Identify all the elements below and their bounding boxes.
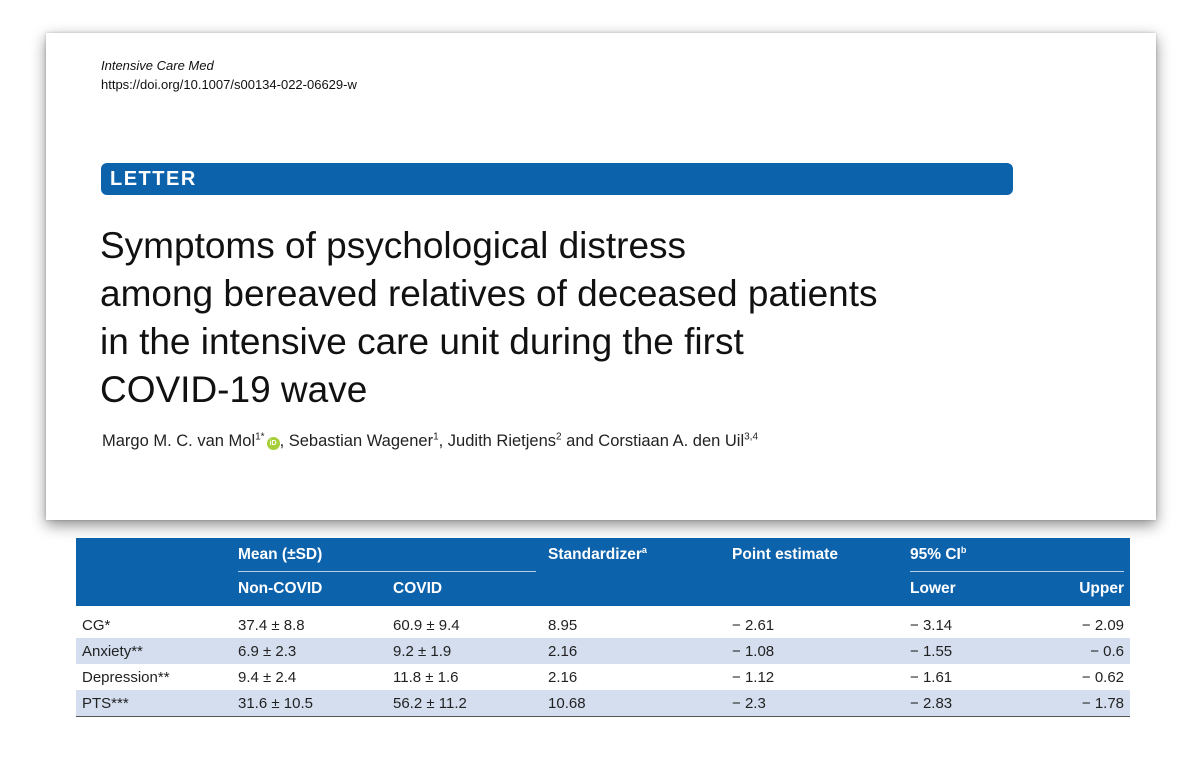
results-table: Mean (±SD) Standardizera Point estimate … [76, 538, 1131, 717]
journal-name: Intensive Care Med [101, 58, 214, 73]
cell-covid: 11.8 ± 1.6 [393, 668, 459, 686]
cell-lower: − 1.61 [910, 668, 953, 686]
author-affiliation: 3,4 [744, 431, 759, 443]
header-empty [76, 538, 232, 572]
cell-lower: − 1.55 [910, 642, 953, 660]
row-label: Anxiety** [82, 642, 143, 660]
cell-non-covid: 6.9 ± 2.3 [238, 642, 297, 660]
author-name[interactable]: Corstiaan A. den Uil [598, 432, 745, 450]
doi-link[interactable]: https://doi.org/10.1007/s00134-022-06629… [101, 77, 357, 92]
author-affiliation: 1 [433, 431, 439, 443]
article-type-banner: LETTER [101, 163, 1013, 195]
cell-covid: 60.9 ± 9.4 [393, 616, 460, 634]
cell-standardizer: 2.16 [548, 668, 578, 686]
row-label: Depression** [82, 668, 170, 686]
cell-upper: − 1.78 [1027, 690, 1131, 717]
author-separator: and [561, 432, 599, 450]
table-row: Anxiety** 6.9 ± 2.3 9.2 ± 1.9 2.16 − 1.0… [76, 638, 1131, 664]
header-ci: 95% CIb [904, 538, 1130, 572]
author-affiliation: 1* [255, 431, 265, 443]
cell-non-covid: 31.6 ± 10.5 [232, 690, 387, 717]
header-upper: Upper [1079, 580, 1125, 597]
cell-covid: 9.2 ± 1.9 [393, 642, 452, 660]
author-list: Margo M. C. van Mol1*iD, Sebastian Wagen… [102, 432, 758, 451]
header-mean: Mean (±SD) [232, 538, 542, 572]
cell-point-estimate: − 1.12 [732, 668, 775, 686]
table-row: Depression** 9.4 ± 2.4 11.8 ± 1.6 2.16 −… [76, 664, 1130, 690]
header-standardizer: Standardizera [548, 545, 647, 564]
title-line: COVID-19 wave [100, 369, 368, 410]
header-point-estimate: Point estimate [732, 546, 838, 563]
title-line: in the intensive care unit during the fi… [100, 321, 744, 362]
cell-covid: 56.2 ± 11.2 [387, 690, 543, 717]
table-row: PTS*** 31.6 ± 10.5 56.2 ± 11.2 10.68 − 2… [76, 690, 1131, 717]
table-subheader-row: Non-COVID COVID Lower Upper [76, 572, 1131, 606]
header-empty [542, 572, 726, 606]
table-header-row: Mean (±SD) Standardizera Point estimate … [76, 538, 1131, 572]
table-row: CG* 37.4 ± 8.8 60.9 ± 9.4 8.95 − 2.61 − … [76, 606, 1130, 638]
cell-upper: − 0.62 [1081, 668, 1125, 686]
cell-lower: − 3.14 [910, 616, 953, 634]
header-non-covid: Non-COVID [238, 580, 323, 597]
cell-point-estimate: − 2.3 [726, 690, 905, 717]
title-line: among bereaved relatives of deceased pat… [100, 273, 878, 314]
header-empty [726, 572, 904, 606]
cell-non-covid: 9.4 ± 2.4 [238, 668, 297, 686]
row-label: PTS*** [76, 690, 232, 717]
author-separator: , [438, 432, 448, 450]
row-label: CG* [82, 616, 111, 634]
author-separator: , [279, 432, 289, 450]
article-title: Symptoms of psychological distress among… [100, 222, 1060, 414]
cell-non-covid: 37.4 ± 8.8 [238, 616, 305, 634]
cell-standardizer: 10.68 [542, 690, 727, 717]
cell-point-estimate: − 2.61 [732, 616, 775, 634]
cell-lower: − 2.83 [904, 690, 1028, 717]
cell-point-estimate: − 1.08 [732, 642, 775, 660]
title-line: Symptoms of psychological distress [100, 225, 687, 266]
cell-upper: − 0.6 [1090, 642, 1125, 660]
header-covid: COVID [393, 580, 443, 597]
author-name[interactable]: Sebastian Wagener [288, 432, 434, 450]
cell-standardizer: 8.95 [548, 616, 578, 634]
header-lower: Lower [910, 580, 956, 597]
article-type-label: LETTER [110, 168, 197, 190]
header-empty [76, 572, 232, 606]
author-name[interactable]: Judith Rietjens [447, 432, 557, 450]
cell-standardizer: 2.16 [548, 642, 578, 660]
orcid-icon[interactable]: iD [266, 437, 280, 450]
cell-upper: − 2.09 [1081, 616, 1125, 634]
article-header-card [46, 33, 1156, 520]
author-affiliation: 2 [556, 431, 562, 443]
author-name[interactable]: Margo M. C. van Mol [102, 432, 256, 450]
